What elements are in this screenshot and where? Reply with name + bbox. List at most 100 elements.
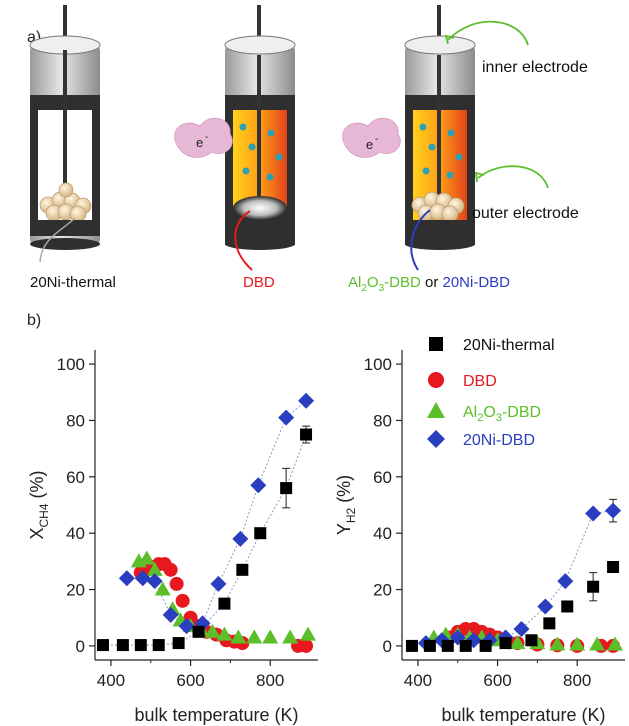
legend-label: DBD bbox=[463, 373, 497, 390]
y-tick-label: 80 bbox=[66, 411, 85, 430]
data-point-20ni-thermal bbox=[152, 639, 165, 652]
data-point-20ni-thermal bbox=[280, 482, 293, 495]
data-point-20ni-dbd bbox=[232, 530, 249, 547]
legend-label: Al2O3-DBD bbox=[463, 404, 541, 424]
data-point-20ni-dbd bbox=[162, 606, 179, 623]
data-point-al2o3-dbd bbox=[246, 629, 263, 644]
y-tick-label: 0 bbox=[383, 637, 392, 656]
electron-cloud-2: e - bbox=[342, 117, 401, 158]
svg-text:-: - bbox=[375, 134, 378, 145]
x-tick-label: 600 bbox=[176, 671, 204, 690]
data-point-20ni-thermal bbox=[441, 639, 454, 652]
data-point-al2o3-dbd bbox=[282, 629, 299, 644]
data-point-20ni-thermal bbox=[134, 639, 147, 652]
y-tick-label: 40 bbox=[66, 524, 85, 543]
data-point-20ni-dbd bbox=[557, 573, 574, 590]
plasma-species bbox=[239, 123, 283, 181]
legend-label: 20Ni-DBD bbox=[463, 432, 535, 449]
legend-label: 20Ni-thermal bbox=[463, 337, 555, 354]
pointer-line bbox=[410, 209, 431, 271]
pointer-line bbox=[234, 210, 253, 271]
y-tick-label: 60 bbox=[373, 468, 392, 487]
data-point-20ni-thermal bbox=[300, 428, 313, 441]
electron-cloud-1: e - bbox=[174, 117, 233, 158]
legend-marker-square bbox=[429, 337, 443, 351]
data-point-20ni-thermal bbox=[479, 639, 492, 652]
data-point-al2o3-dbd bbox=[230, 629, 247, 644]
panel-b-label: b) bbox=[27, 312, 41, 329]
data-point-al2o3-dbd bbox=[509, 635, 526, 650]
electron-label: e bbox=[196, 135, 203, 150]
data-point-20ni-thermal bbox=[459, 639, 472, 652]
data-point-20ni-dbd bbox=[118, 570, 135, 587]
label-catalyst-dbd: Al2O3-DBD or 20Ni-DBD bbox=[348, 274, 510, 294]
data-point-al2o3-dbd bbox=[262, 629, 279, 644]
chart-h2-yield: 0 20 40 60 80 100 400 600 800 bulk temperature (K… bbox=[334, 350, 625, 725]
data-point-20ni-dbd bbox=[537, 598, 554, 615]
fit-line bbox=[103, 434, 307, 646]
y-tick-label: 20 bbox=[66, 581, 85, 600]
outer-electrode-pointer bbox=[477, 165, 549, 189]
data-point-20ni-dbd bbox=[513, 621, 530, 637]
data-point-al2o3-dbd bbox=[589, 636, 606, 651]
data-point-20ni-thermal bbox=[561, 600, 574, 613]
data-point-20ni-thermal bbox=[172, 637, 185, 650]
data-point-20ni-dbd bbox=[278, 409, 295, 426]
y-axis-label: XCH4 (%) bbox=[27, 470, 51, 539]
data-point-20ni-thermal bbox=[254, 527, 267, 540]
data-point-dbd bbox=[163, 562, 178, 577]
y-axis-label: YH2 (%) bbox=[334, 475, 358, 535]
data-point-al2o3-dbd bbox=[569, 636, 586, 651]
catalyst-pellets bbox=[39, 182, 92, 223]
data-point-al2o3-dbd bbox=[549, 636, 566, 651]
data-point-al2o3-dbd bbox=[138, 550, 155, 565]
x-tick-label: 800 bbox=[256, 671, 284, 690]
y-tick-label: 20 bbox=[373, 581, 392, 600]
data-point-dbd bbox=[169, 576, 184, 591]
fit-line bbox=[126, 400, 307, 627]
y-tick-label: 80 bbox=[373, 411, 392, 430]
data-point-20ni-thermal bbox=[543, 617, 556, 630]
y-tick-label: 100 bbox=[364, 355, 392, 374]
inner-electrode-label: inner electrode bbox=[482, 59, 588, 76]
data-point-20ni-thermal bbox=[405, 639, 418, 652]
x-tick-label: 400 bbox=[97, 671, 125, 690]
inner-electrode-rod bbox=[63, 50, 67, 210]
data-point-20ni-dbd bbox=[146, 573, 163, 590]
data-point-20ni-thermal bbox=[607, 561, 620, 573]
data-point-20ni-thermal bbox=[525, 634, 538, 647]
data-point-20ni-dbd bbox=[178, 618, 195, 635]
outer-electrode-label: outer electrode bbox=[472, 205, 579, 222]
data-point-20ni-thermal bbox=[218, 597, 231, 610]
x-axis-label: bulk temperature (K) bbox=[134, 705, 298, 725]
inner-electrode-rod bbox=[63, 5, 67, 55]
data-point-al2o3-dbd bbox=[216, 626, 233, 641]
data-point-al2o3-dbd bbox=[204, 623, 221, 638]
data-point-dbd bbox=[175, 593, 190, 608]
data-point-20ni-dbd bbox=[605, 502, 622, 519]
data-point-20ni-thermal bbox=[499, 637, 512, 650]
data-point-al2o3-dbd bbox=[154, 581, 171, 596]
data-point-20ni-thermal bbox=[116, 639, 129, 652]
data-point-20ni-thermal bbox=[236, 563, 249, 576]
legend-marker-circle bbox=[428, 372, 444, 388]
data-point-20ni-thermal bbox=[423, 639, 436, 652]
data-point-20ni-thermal bbox=[587, 580, 600, 593]
data-point-20ni-thermal bbox=[192, 625, 205, 638]
dielectric-disc bbox=[233, 196, 287, 220]
data-point-20ni-dbd bbox=[134, 570, 151, 587]
data-point-dbd bbox=[299, 638, 314, 653]
x-tick-label: 600 bbox=[483, 671, 511, 690]
data-point-20ni-dbd bbox=[585, 505, 602, 522]
y-tick-label: 0 bbox=[76, 637, 85, 656]
legend-marker-triangle bbox=[427, 402, 445, 418]
data-point-al2o3-dbd bbox=[300, 626, 317, 641]
legend: 20Ni-thermal DBD Al2O3-DBD 20Ni-DBD bbox=[427, 337, 555, 449]
pointer-line bbox=[39, 217, 76, 263]
data-point-al2o3-dbd bbox=[146, 561, 163, 576]
chart-ch4-conversion: 0 20 40 60 80 100 400 600 800 bulk temperature (K… bbox=[27, 350, 318, 725]
x-tick-label: 800 bbox=[563, 671, 591, 690]
x-tick-label: 400 bbox=[404, 671, 432, 690]
electron-label: e bbox=[366, 137, 373, 152]
